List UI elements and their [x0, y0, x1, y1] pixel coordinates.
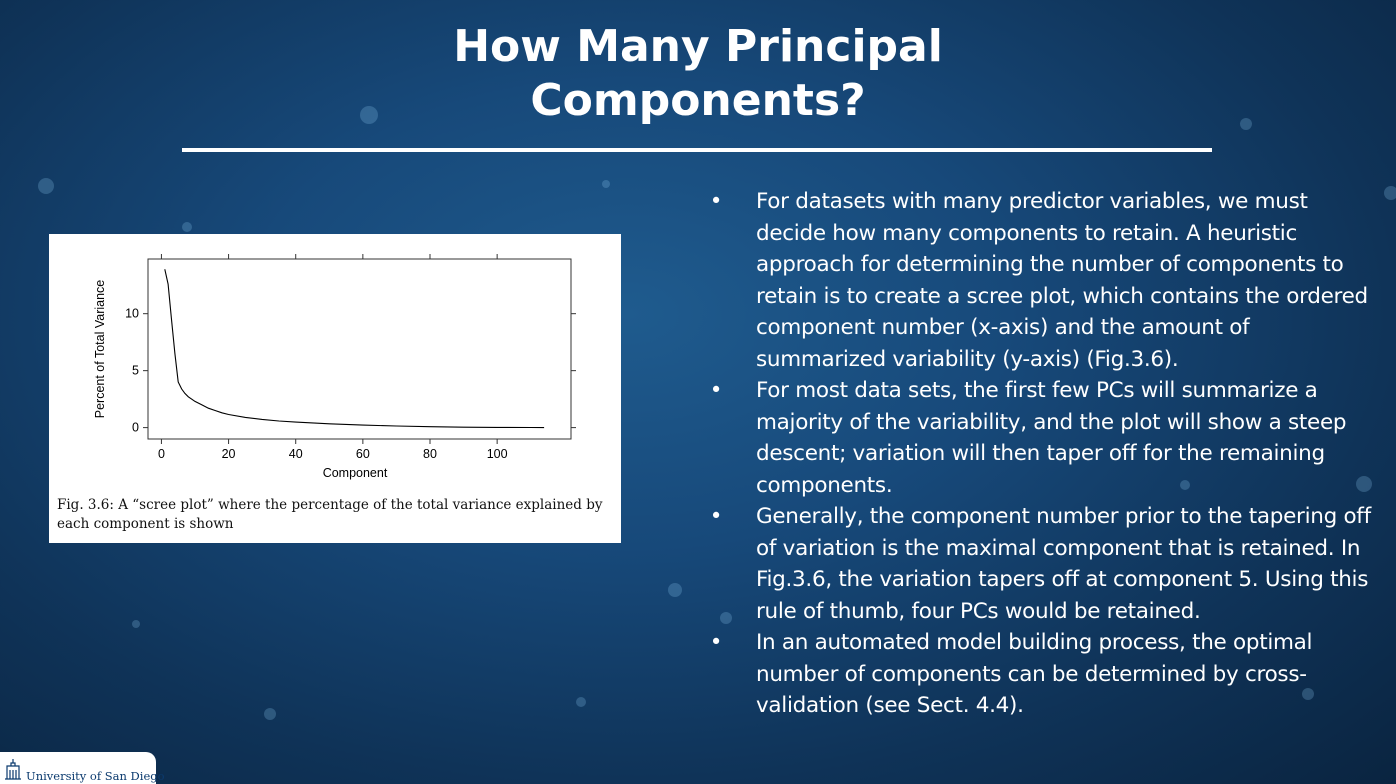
plot-frame — [147, 258, 572, 440]
title-underline — [182, 148, 1212, 152]
bullet-marker: • — [709, 630, 723, 655]
slide-title: How Many Principal Components? — [0, 20, 1396, 128]
x-tick-label: 60 — [356, 447, 370, 461]
background-bokeh — [132, 620, 140, 628]
background-bokeh — [38, 178, 54, 194]
scree-plot-chart: 0 20 40 60 80 100 0 5 10 Component Percent of T… — [93, 254, 576, 480]
x-tick-label: 80 — [423, 447, 437, 461]
bullet-marker: • — [709, 378, 723, 403]
university-logo[interactable]: University of San Diego — [0, 752, 165, 784]
background-bokeh — [668, 583, 682, 597]
background-bokeh — [360, 106, 378, 124]
background-bokeh — [720, 612, 732, 624]
y-tick-label: 0 — [132, 421, 139, 435]
bullet-marker: • — [709, 189, 723, 214]
bullet-marker: • — [709, 504, 723, 529]
x-tick-label: 20 — [222, 447, 236, 461]
bullet-item: • For datasets with many predictor varia… — [706, 186, 1376, 375]
bullet-text: For datasets with many predictor variabl… — [756, 189, 1368, 372]
bullet-text: In an automated model building process, … — [756, 630, 1313, 718]
x-tick-label: 0 — [158, 447, 165, 461]
bullet-list: • For datasets with many predictor varia… — [706, 186, 1376, 722]
university-seal-icon — [5, 759, 21, 780]
scree-plot-figure: 0 20 40 60 80 100 0 5 10 Component Percent of T… — [49, 234, 621, 543]
bullet-text: For most data sets, the first few PCs wi… — [756, 378, 1347, 498]
bullet-item: • For most data sets, the first few PCs … — [706, 375, 1376, 501]
x-tick-label: 40 — [289, 447, 303, 461]
bullet-item: • In an automated model building process… — [706, 627, 1376, 722]
slide-title-line2: Components? — [530, 75, 866, 126]
background-bokeh — [1240, 118, 1252, 130]
y-axis-label: Percent of Total Variance — [93, 280, 107, 419]
background-bokeh — [1384, 186, 1396, 200]
slide-title-line1: How Many Principal — [453, 21, 943, 72]
background-bokeh — [576, 697, 586, 707]
y-tick-label: 5 — [132, 364, 139, 378]
bullet-text: Generally, the component number prior to… — [756, 504, 1371, 624]
background-bokeh — [1356, 476, 1372, 492]
series-line — [164, 269, 545, 429]
background-bokeh — [264, 708, 276, 720]
background-bokeh — [602, 180, 610, 188]
x-tick-label: 100 — [487, 447, 508, 461]
bullet-item: • Generally, the component number prior … — [706, 501, 1376, 627]
background-bokeh — [182, 222, 192, 232]
figure-caption: Fig. 3.6: A “scree plot” where the perce… — [57, 497, 603, 532]
x-axis-label: Component — [323, 466, 388, 480]
background-bokeh — [1302, 688, 1314, 700]
logo-text: University of San Diego — [26, 769, 165, 783]
y-tick-label: 10 — [125, 307, 139, 321]
background-bokeh — [1180, 480, 1190, 490]
